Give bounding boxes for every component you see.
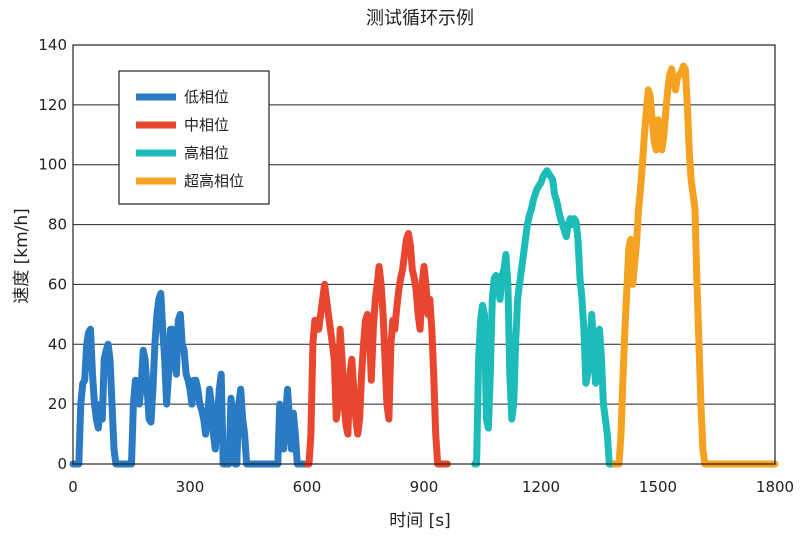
y-tick-label: 0 <box>57 455 67 473</box>
plot-frame <box>72 44 776 465</box>
y-axis-ticks: 0 20 40 60 80 100 120 140 <box>38 36 67 473</box>
y-tick-label: 100 <box>38 156 67 174</box>
y-tick-label: 80 <box>48 216 67 234</box>
x-tick-label: 1800 <box>756 478 794 496</box>
series-lines <box>69 62 779 468</box>
legend-label-3: 超高相位 <box>184 172 244 190</box>
series-line-0 <box>69 289 311 468</box>
y-tick-label: 60 <box>48 275 67 293</box>
chart-title: 测试循环示例 <box>366 8 474 29</box>
y-tick-label: 20 <box>48 395 67 413</box>
legend-label-2: 高相位 <box>184 144 229 162</box>
y-tick-label: 120 <box>38 96 67 114</box>
x-tick-label: 300 <box>176 478 205 496</box>
x-axis-label: 时间 [s] <box>389 511 451 531</box>
y-tick-label: 40 <box>48 335 67 353</box>
x-tick-label: 900 <box>410 478 439 496</box>
x-tick-label: 1500 <box>639 478 677 496</box>
series-line-1 <box>303 230 451 468</box>
x-tick-label: 0 <box>68 478 78 496</box>
series-line-2 <box>471 167 619 468</box>
series-line-3 <box>611 62 779 468</box>
x-axis-ticks: 0 300 600 900 1200 1500 1800 <box>68 478 794 496</box>
y-axis-label: 速度 [km/h] <box>12 208 32 304</box>
legend-label-1: 中相位 <box>184 116 229 134</box>
legend-label-0: 低相位 <box>184 88 229 106</box>
x-tick-label: 1200 <box>522 478 560 496</box>
x-tick-label: 600 <box>293 478 322 496</box>
y-tick-label: 140 <box>38 36 67 54</box>
